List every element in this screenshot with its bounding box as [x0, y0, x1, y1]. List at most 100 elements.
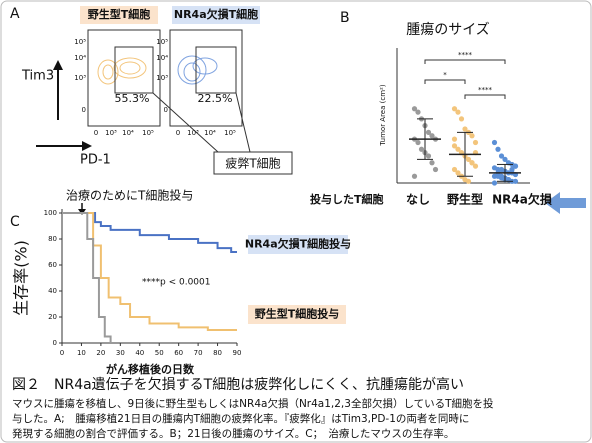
y-tick-label: 0 [82, 106, 86, 114]
y-tick-label: 10³ [156, 74, 168, 82]
dot [451, 143, 458, 149]
y-tick-label: 20 [48, 313, 57, 321]
y-tick-label: 0 [53, 339, 57, 347]
dot [491, 139, 498, 146]
y-label: Tim3 [21, 69, 54, 84]
gate [114, 46, 154, 94]
x-tick-label: 20 [96, 349, 105, 357]
callout-line [152, 92, 219, 153]
arrow-head [53, 60, 63, 70]
callout-line [235, 92, 251, 153]
x-tick-label: 野生型 [447, 192, 483, 207]
x-tick-label: なし [406, 193, 430, 207]
y-tick-label: 10³ [74, 74, 86, 82]
y-tick-label: 10⁵ [156, 38, 168, 46]
label-ko: NR4a欠損T細胞 [174, 7, 258, 21]
dot [455, 146, 461, 152]
dot [429, 160, 435, 166]
callout-box [213, 151, 293, 175]
dot [509, 166, 515, 173]
dot [429, 133, 435, 139]
annotation: ****p < 0.0001 [142, 278, 210, 288]
x-label: PD-1 [80, 153, 111, 168]
y-tick-label: 80 [48, 235, 57, 243]
dot [512, 178, 519, 184]
dot [472, 163, 479, 169]
label-wt: 野生型T細胞 [88, 7, 151, 21]
dot [411, 173, 418, 179]
dot [425, 153, 432, 159]
gate [195, 46, 237, 94]
dot [415, 109, 421, 115]
panel-letter: B [340, 10, 350, 26]
y-tick-label: 10⁵ [74, 38, 86, 46]
panel-letter: C [10, 214, 20, 230]
flow-plot [87, 29, 161, 127]
x-tick-label: 10⁵ [142, 129, 154, 137]
dot [455, 170, 461, 176]
gate-value: 55.3% [115, 92, 150, 105]
label-box [172, 6, 260, 24]
x-label: がん移植後の日数 [106, 362, 195, 376]
density [177, 55, 218, 85]
annotation: 治療のためにT細胞投与 [66, 188, 193, 203]
x-tick-label: 40 [135, 349, 144, 357]
x-tick-label: 10 [77, 349, 86, 357]
y-tick-label: 10⁴ [156, 54, 168, 62]
legend-label: NR4a欠損T細胞投与 [245, 237, 351, 251]
x-tick-label: 70 [194, 349, 203, 357]
dot [458, 116, 465, 122]
x-tick-label: 0 [176, 129, 180, 137]
x-tick-label: 80 [213, 349, 222, 357]
y-label: Tumor Area (cm²) [379, 84, 387, 146]
gate-value: 22.5% [198, 92, 233, 105]
dot [415, 139, 421, 146]
x-tick-label: 60 [174, 349, 183, 357]
callout: 疲弊T細胞 [225, 156, 280, 171]
caption-line: 発現する細胞の割合で評価する。B；21日後の腫瘍のサイズ。C； 治療したマウスの… [12, 427, 454, 440]
dot [469, 133, 475, 139]
dot [465, 156, 472, 162]
x-tick-label: 0 [60, 349, 64, 357]
dot [498, 153, 505, 159]
dot [491, 180, 498, 186]
dot [512, 163, 519, 169]
significance-bracket [424, 79, 466, 84]
dot [432, 166, 439, 173]
x-tick-label: 10⁴ [122, 129, 134, 137]
dot [469, 160, 475, 166]
dot [472, 139, 479, 146]
y-label: 生存率(%) [12, 240, 31, 316]
x-label: 投与したT細胞 [310, 192, 384, 206]
significance: **** [458, 51, 473, 59]
significance-bracket [424, 59, 506, 64]
arrow-head [82, 141, 92, 151]
legend-box [248, 235, 348, 254]
legend-label: 野生型T細胞投与 [255, 307, 340, 321]
label-box [80, 6, 158, 24]
dot [455, 109, 461, 115]
flow-plot [169, 29, 243, 127]
caption-line: マウスに腫瘍を移植し、9日後に野生型もしくはNR4a欠損（Nr4a1,2,3全部… [12, 397, 494, 410]
x-tick-label: 30 [116, 349, 125, 357]
x-tick-label: NR4a欠損 [492, 192, 553, 207]
dot [465, 178, 472, 184]
dot [451, 136, 458, 142]
significance: * [443, 71, 447, 79]
dot [451, 166, 458, 173]
caption-title: 図２ NR4a遺伝子を欠損するT細胞は疲弊化しにくく、抗腫瘍能が高い [12, 376, 464, 393]
dot [462, 126, 468, 132]
caption-line: 与した。A; 腫瘍移植21日目の腫瘍内T細胞の疲弊化率。『疲弊化』はTim3,P… [12, 412, 469, 425]
pointer-arrow [545, 192, 586, 214]
y-tick-label: 10⁴ [74, 54, 86, 62]
x-tick-label: 0 [94, 129, 98, 137]
dot [451, 106, 458, 112]
dot [425, 129, 432, 135]
chart-title: 腫瘍のサイズ [406, 21, 490, 38]
density [97, 57, 147, 85]
x-tick-label: 10³ [105, 129, 117, 137]
dot [502, 156, 508, 162]
x-tick-label: 10⁵ [224, 129, 236, 137]
